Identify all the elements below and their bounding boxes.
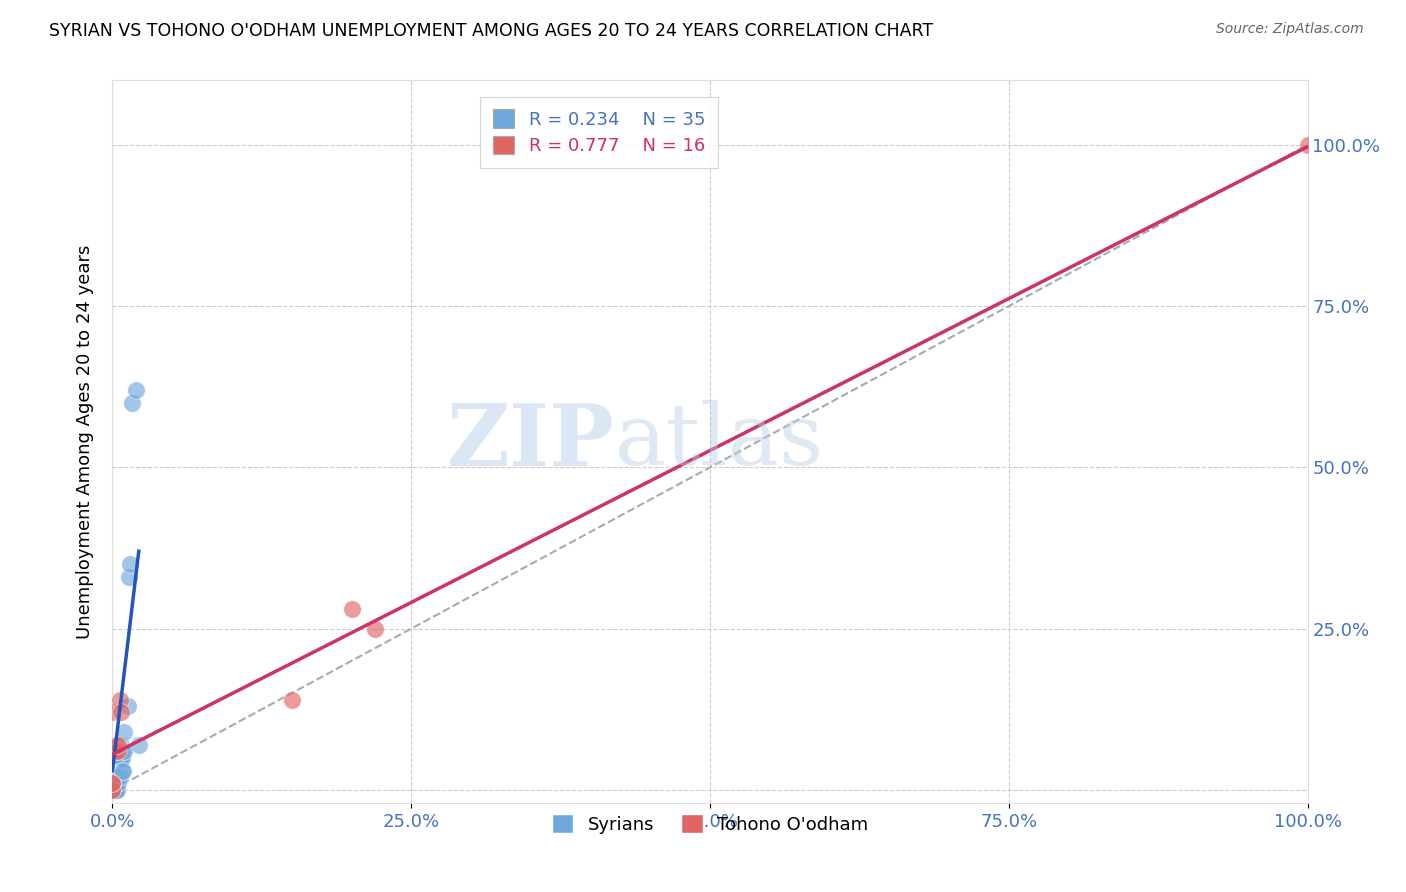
Point xyxy=(108,692,131,706)
Point xyxy=(108,770,131,784)
Point xyxy=(120,557,142,571)
Point xyxy=(101,783,124,797)
Point xyxy=(108,750,131,764)
Y-axis label: Unemployment Among Ages 20 to 24 years: Unemployment Among Ages 20 to 24 years xyxy=(76,244,94,639)
Point xyxy=(104,783,127,797)
Point xyxy=(103,783,125,797)
Point xyxy=(114,724,135,739)
Point xyxy=(111,750,134,764)
Text: Source: ZipAtlas.com: Source: ZipAtlas.com xyxy=(1216,22,1364,37)
Point xyxy=(101,783,124,797)
Point xyxy=(107,744,129,758)
Point xyxy=(118,570,141,584)
Point xyxy=(105,783,128,797)
Point xyxy=(111,764,134,778)
Point xyxy=(1296,137,1319,152)
Point xyxy=(105,738,128,752)
Point xyxy=(128,738,150,752)
Point xyxy=(107,770,129,784)
Text: atlas: atlas xyxy=(614,400,824,483)
Point xyxy=(107,738,129,752)
Point xyxy=(112,744,135,758)
Point xyxy=(103,783,125,797)
Point xyxy=(364,622,387,636)
Text: SYRIAN VS TOHONO O'ODHAM UNEMPLOYMENT AMONG AGES 20 TO 24 YEARS CORRELATION CHAR: SYRIAN VS TOHONO O'ODHAM UNEMPLOYMENT AM… xyxy=(49,22,934,40)
Text: ZIP: ZIP xyxy=(447,400,614,483)
Point xyxy=(121,396,143,410)
Point xyxy=(104,783,127,797)
Point xyxy=(110,706,132,720)
Point xyxy=(114,744,135,758)
Point xyxy=(101,783,124,797)
Point xyxy=(107,776,129,790)
Point xyxy=(125,383,148,397)
Point xyxy=(105,783,128,797)
Point xyxy=(105,776,128,790)
Point xyxy=(117,699,139,714)
Point xyxy=(340,602,363,616)
Point xyxy=(104,783,127,797)
Point xyxy=(101,783,124,797)
Point xyxy=(104,744,127,758)
Point xyxy=(110,750,132,764)
Point xyxy=(112,764,135,778)
Point xyxy=(281,692,304,706)
Point xyxy=(103,783,125,797)
Point xyxy=(101,776,124,790)
Point xyxy=(101,706,124,720)
Legend: Syrians, Tohono O'odham: Syrians, Tohono O'odham xyxy=(544,807,876,841)
Point xyxy=(101,783,124,797)
Point xyxy=(101,783,124,797)
Point xyxy=(105,744,128,758)
Point xyxy=(103,783,125,797)
Point xyxy=(101,783,124,797)
Point xyxy=(105,783,128,797)
Point xyxy=(110,738,132,752)
Point xyxy=(101,783,124,797)
Point xyxy=(101,776,124,790)
